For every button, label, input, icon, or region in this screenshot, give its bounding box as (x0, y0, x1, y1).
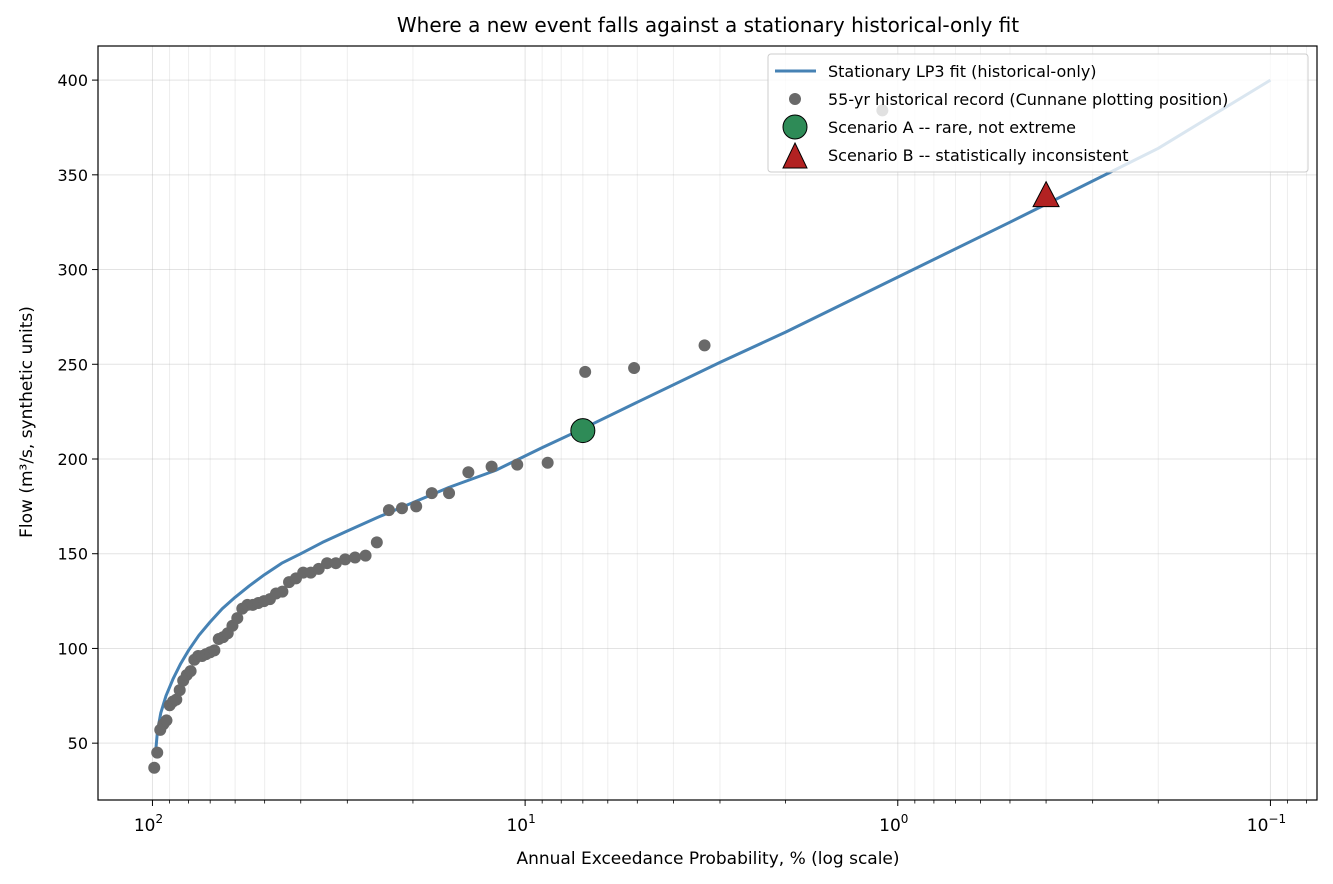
historical-point (321, 557, 334, 570)
y-tick-label: 100 (57, 639, 88, 658)
axes-frame (97, 45, 1318, 801)
axes (97, 45, 1318, 801)
y-tick-label: 250 (57, 355, 88, 374)
historical-point (628, 362, 641, 375)
fit-line (153, 78, 1272, 755)
fit-line-layer (153, 78, 1272, 755)
legend: Stationary LP3 fit (historical-only) 55-… (767, 53, 1309, 173)
historical-point (443, 487, 456, 500)
y-tick-label: 150 (57, 545, 88, 564)
historical-point (395, 502, 408, 515)
chart-title: Where a new event falls against a statio… (397, 13, 1019, 37)
historical-point (231, 612, 244, 625)
legend-fit-label: Stationary LP3 fit (historical-only) (828, 62, 1097, 81)
legend-record-swatch (789, 93, 801, 105)
legend-record-label: 55-yr historical record (Cunnane plottin… (828, 90, 1228, 109)
legend-scenario-a-swatch (782, 114, 808, 140)
historical-point (173, 684, 186, 697)
historical-point (160, 714, 173, 727)
y-tick-label: 350 (57, 166, 88, 185)
x-tick-label: 10−1 (1247, 812, 1286, 836)
historical-point (370, 536, 383, 549)
legend-scenario-b-label: Scenario B -- statistically inconsistent (828, 146, 1129, 165)
y-tick-label: 300 (57, 261, 88, 280)
historical-point (462, 466, 475, 479)
historical-point (148, 761, 161, 774)
historical-point (511, 458, 524, 471)
historical-point (276, 585, 289, 598)
historical-point (184, 665, 197, 678)
points-layer (148, 104, 1060, 774)
historical-point (410, 500, 423, 513)
historical-point (151, 746, 164, 759)
x-tick-label: 101 (506, 812, 535, 836)
x-axis-label: Annual Exceedance Probability, % (log sc… (516, 849, 899, 869)
y-tick-label: 400 (57, 71, 88, 90)
y-tick-label: 50 (68, 734, 88, 753)
x-tick-label: 100 (879, 812, 908, 836)
legend-scenario-b-swatch (782, 141, 808, 169)
y-tick-label: 200 (57, 450, 88, 469)
historical-point (579, 365, 592, 378)
x-axis-ticks: 102 101 100 10−1 (134, 800, 1307, 836)
historical-point (349, 551, 362, 564)
historical-point (382, 504, 395, 517)
y-axis-ticks: 50 100 150 200 250 300 350 400 (57, 71, 98, 753)
historical-point (170, 693, 183, 706)
scenario-a-point (570, 418, 596, 444)
historical-point (359, 549, 372, 562)
legend-box (767, 53, 1309, 173)
historical-point (698, 339, 711, 352)
scenario-b-point (1032, 180, 1060, 208)
y-axis-label: Flow (m³/s, synthetic units) (17, 306, 37, 538)
historical-point (329, 557, 342, 570)
historical-point (339, 553, 352, 566)
historical-point (541, 456, 554, 469)
historical-point (425, 487, 438, 500)
historical-point (208, 644, 221, 657)
legend-scenario-a-label: Scenario A -- rare, not extreme (828, 118, 1076, 137)
x-tick-label: 102 (134, 812, 163, 836)
historical-point (485, 460, 498, 473)
